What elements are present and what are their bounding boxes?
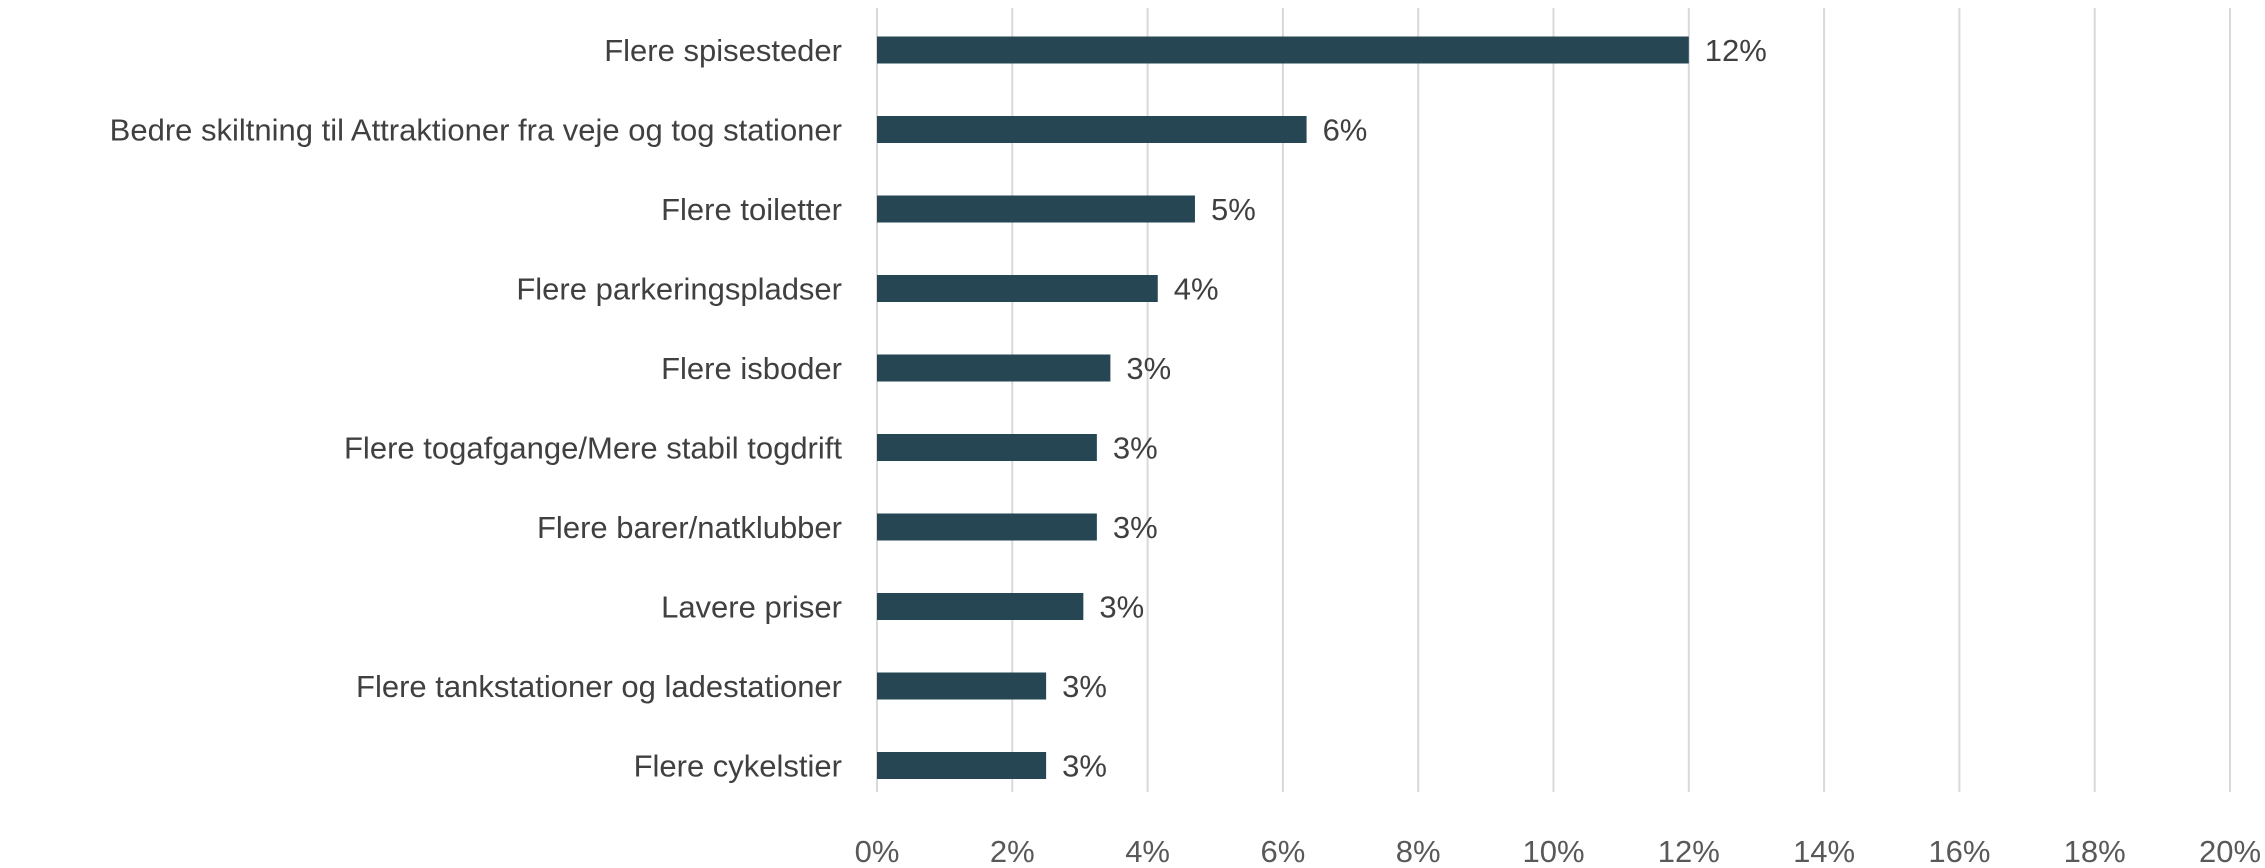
category-label: Flere togafgange/Mere stabil togdrift [344,431,842,466]
bars [877,36,1689,779]
x-tick-label: 14% [1793,834,1855,868]
x-tick-label: 8% [1396,834,1441,868]
bar [877,275,1158,302]
value-labels: 12% 6% 5% 4% 3% 3% 3% 3% 3% 3% [1062,33,1767,784]
category-label: Flere barer/natklubber [537,510,842,545]
data-label: 3% [1062,669,1107,704]
category-label: Flere isboder [661,351,842,386]
bar [877,195,1195,223]
category-label: Flere spisesteder [604,33,842,68]
x-tick-label: 2% [990,834,1035,868]
data-label: 12% [1705,33,1767,68]
category-label: Flere parkeringspladser [516,272,842,307]
bar [877,354,1111,382]
x-tick-label: 4% [1125,834,1170,868]
bar [877,36,1689,64]
x-tick-label: 16% [1928,834,1990,868]
x-tick-label: 20% [2199,834,2261,868]
x-tick-label: 6% [1260,834,1305,868]
x-tick-label: 0% [855,834,900,868]
category-label: Lavere priser [661,590,842,625]
bar [877,434,1097,461]
data-label: 3% [1113,431,1158,466]
category-labels: Flere spisesteder Bedre skiltning til Att… [110,33,843,784]
x-tick-label: 18% [2064,834,2126,868]
bar [877,593,1084,620]
bar [877,513,1097,541]
bar [877,672,1047,700]
bar [877,116,1307,143]
data-label: 3% [1099,590,1144,625]
data-label: 3% [1062,749,1107,784]
category-label: Flere tankstationer og ladestationer [356,669,842,704]
x-tick-label: 10% [1522,834,1584,868]
data-label: 4% [1174,272,1219,307]
category-label: Bedre skiltning til Attraktioner fra vej… [110,113,842,148]
category-label: Flere cykelstier [634,749,842,784]
category-label: Flere toiletter [661,192,842,227]
data-label: 3% [1126,351,1171,386]
data-label: 3% [1113,510,1158,545]
x-axis-tick-labels: 0% 2% 4% 6% 8% 10% 12% 14% 16% 18% 20% [855,834,2261,868]
data-label: 6% [1323,113,1368,148]
bar [877,752,1047,779]
x-tick-label: 12% [1658,834,1720,868]
data-label: 5% [1211,192,1256,227]
